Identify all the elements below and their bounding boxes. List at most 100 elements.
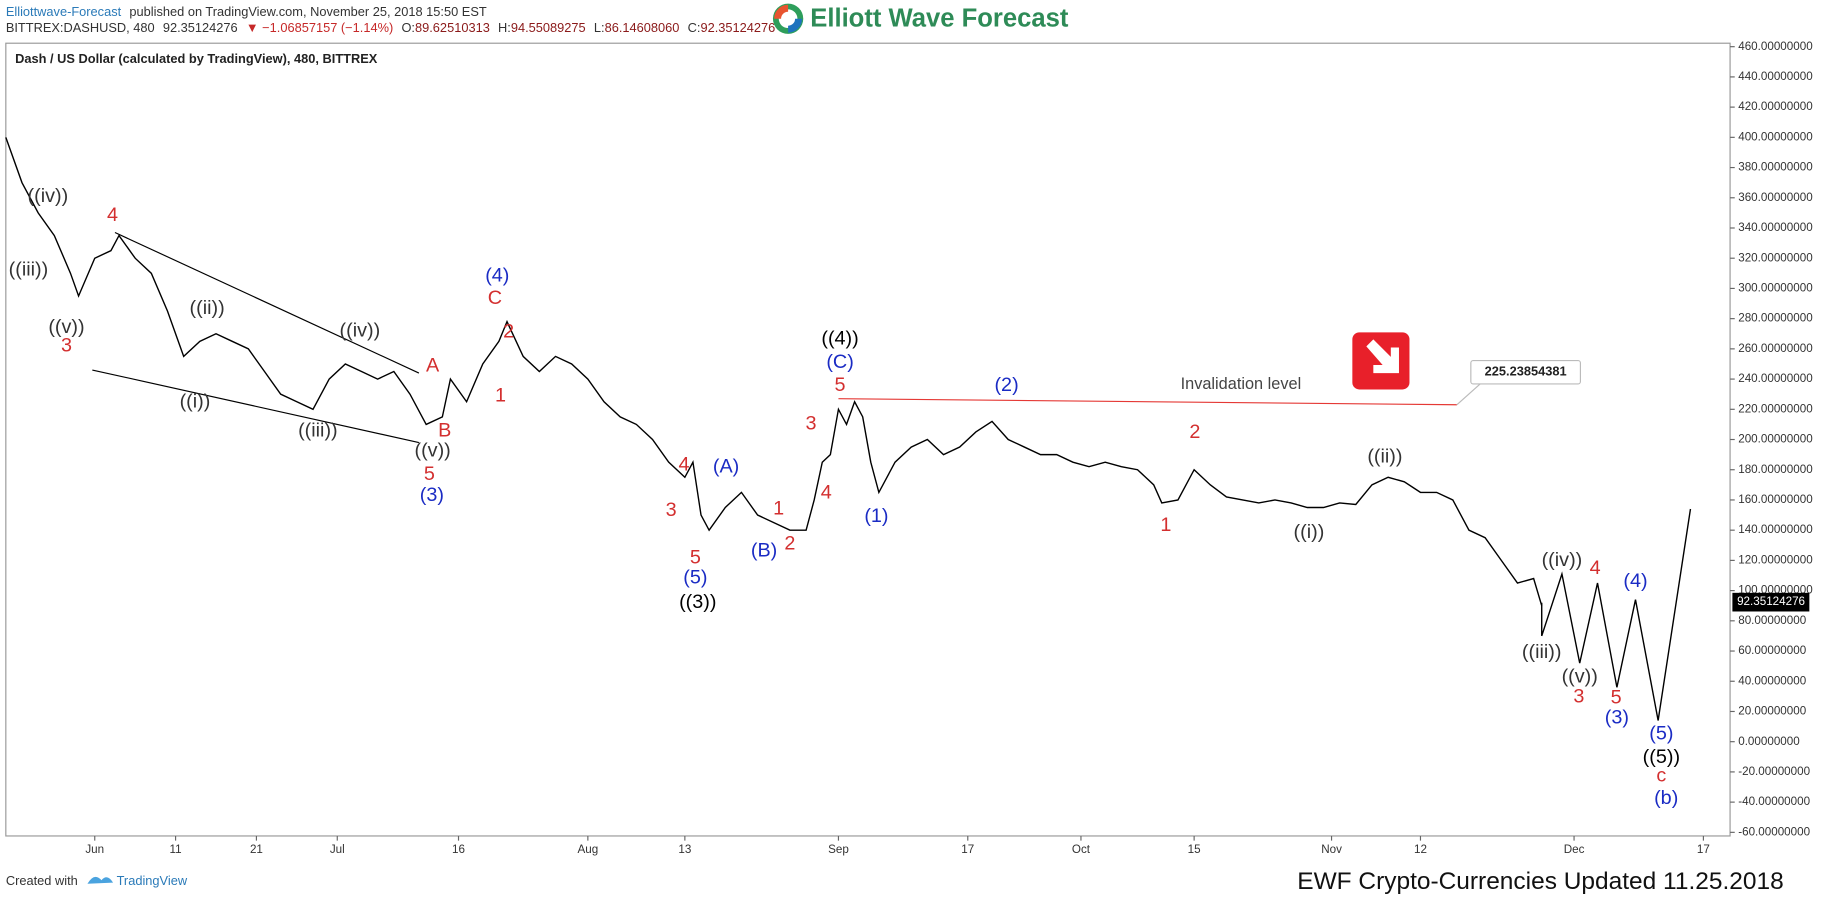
high: 94.55089275 [511,21,586,36]
x-tick-label: 12 [1414,843,1427,856]
footer-note: EWF Crypto-Currencies Updated 11.25.2018 [1297,868,1783,895]
change: ▼ −1.06857157 (−1.14%) [246,21,393,36]
y-tick-label: 200.00000000 [1738,433,1813,446]
published: published on TradingView.com, November 2… [129,4,486,19]
y-tick-label: -60.00000000 [1738,825,1810,838]
wave-label: 4 [821,481,832,503]
y-tick-label: 40.00000000 [1738,674,1806,687]
wave-label: (3) [420,484,444,506]
wave-label: ((v)) [415,439,451,461]
x-tick-label: Jul [330,843,345,856]
wave-label: ((iv)) [28,185,69,207]
logo: Elliott Wave Forecast [772,3,1069,34]
close: 92.35124276 [700,21,775,36]
wave-label: C [488,287,502,309]
created-with: Created with [6,873,78,888]
wave-label: 1 [773,498,784,520]
wave-label: 4 [1590,557,1601,579]
wave-label: 4 [679,453,690,475]
last-price-label: 92.35124276 [1737,595,1805,608]
open: 89.62510313 [415,21,490,36]
wave-label: ((iv)) [1542,549,1583,571]
wave-label: 3 [666,499,677,521]
y-tick-label: 0.00000000 [1738,735,1800,748]
wave-label: ((iii)) [298,420,338,442]
x-tick-label: Jun [85,843,104,856]
price-line [5,137,1543,606]
wave-label: (b) [1654,787,1678,809]
wave-label: 5 [1611,687,1622,709]
wave-label: 5 [690,547,701,569]
x-tick-label: 17 [961,843,974,856]
wave-label: ((ii)) [1367,445,1402,467]
wave-label: ((v)) [48,316,84,338]
y-tick-label: 420.00000000 [1738,100,1813,113]
low-label: L: [594,21,605,36]
tradingview-brand[interactable]: TradingView [117,873,188,888]
wave-label: 5 [835,374,846,396]
open-label: O: [401,21,415,36]
y-tick-label: 440.00000000 [1738,70,1813,83]
wave-label: A [426,354,440,376]
y-tick-label: 180.00000000 [1738,463,1813,476]
y-tick-label: 460.00000000 [1738,40,1813,53]
x-tick-label: 17 [1697,843,1710,856]
wave-label: c [1656,765,1666,787]
publisher: Elliottwave-Forecast [6,4,122,19]
logo-arc [788,18,803,33]
plot: -60.00000000 -40.00000000 -20.00000000 0.00… [5,40,1813,856]
wave-label: (5) [683,567,707,589]
x-tick-label: Nov [1321,843,1342,856]
y-tick-label: 20.00000000 [1738,705,1806,718]
last: 92.35124276 [163,21,238,36]
callout-pointer [1456,383,1481,406]
low: 86.14608060 [605,21,680,36]
wave-label: 2 [784,533,795,555]
tv-logo [87,876,114,884]
invalidation-callout [1470,359,1582,385]
y-tick-label: 60.00000000 [1738,644,1806,657]
wave-label: ((iii)) [1522,641,1562,663]
wave-label: ((3)) [679,591,716,613]
wave-label: (3) [1605,706,1629,728]
x-tick-label: Oct [1072,843,1091,856]
x-tick-label: Dec [1564,843,1585,856]
wave-label: 4 [107,204,118,226]
y-tick-label: 160.00000000 [1738,493,1813,506]
wave-label: (5) [1649,723,1673,745]
wave-label: (2) [994,374,1018,396]
close-label: C: [688,21,701,36]
y-tick-label: 280.00000000 [1738,312,1813,325]
x-tick-label: 21 [250,843,263,856]
invalidation-value: 225.23854381 [1485,364,1567,379]
trend-line [92,369,420,444]
wave-label: ((v)) [1562,666,1598,688]
logo-arc [774,4,789,19]
icon-arrow [1366,339,1399,374]
wave-label: ((iv)) [340,319,381,341]
y-tick-label: 320.00000000 [1738,251,1813,264]
symbol: BITTREX:DASHUSD, 480 [6,21,155,36]
wave-label: 3 [1573,686,1584,708]
wave-label: (1) [864,505,888,527]
wave-label: ((ii)) [190,297,225,319]
wave-label: (4) [1623,570,1647,592]
x-tick-label: 15 [1188,843,1201,856]
invalidation-label: Invalidation level [1181,375,1302,393]
y-tick-label: 260.00000000 [1738,342,1813,355]
wave-label: ((i)) [180,390,211,412]
wave-label: 1 [495,385,506,407]
wave-label: (A) [713,456,739,478]
x-tick-label: 13 [678,843,691,856]
y-tick-label: 340.00000000 [1738,221,1813,234]
last-price-tag [1732,592,1810,612]
x-tick-label: Aug [577,843,598,856]
chart-title: Dash / US Dollar (calculated by TradingV… [15,51,378,66]
y-tick-label: 240.00000000 [1738,372,1813,385]
y-tick-label: 80.00000000 [1738,614,1806,627]
logo-text: Elliott Wave Forecast [810,5,1069,33]
high-label: H: [498,21,511,36]
